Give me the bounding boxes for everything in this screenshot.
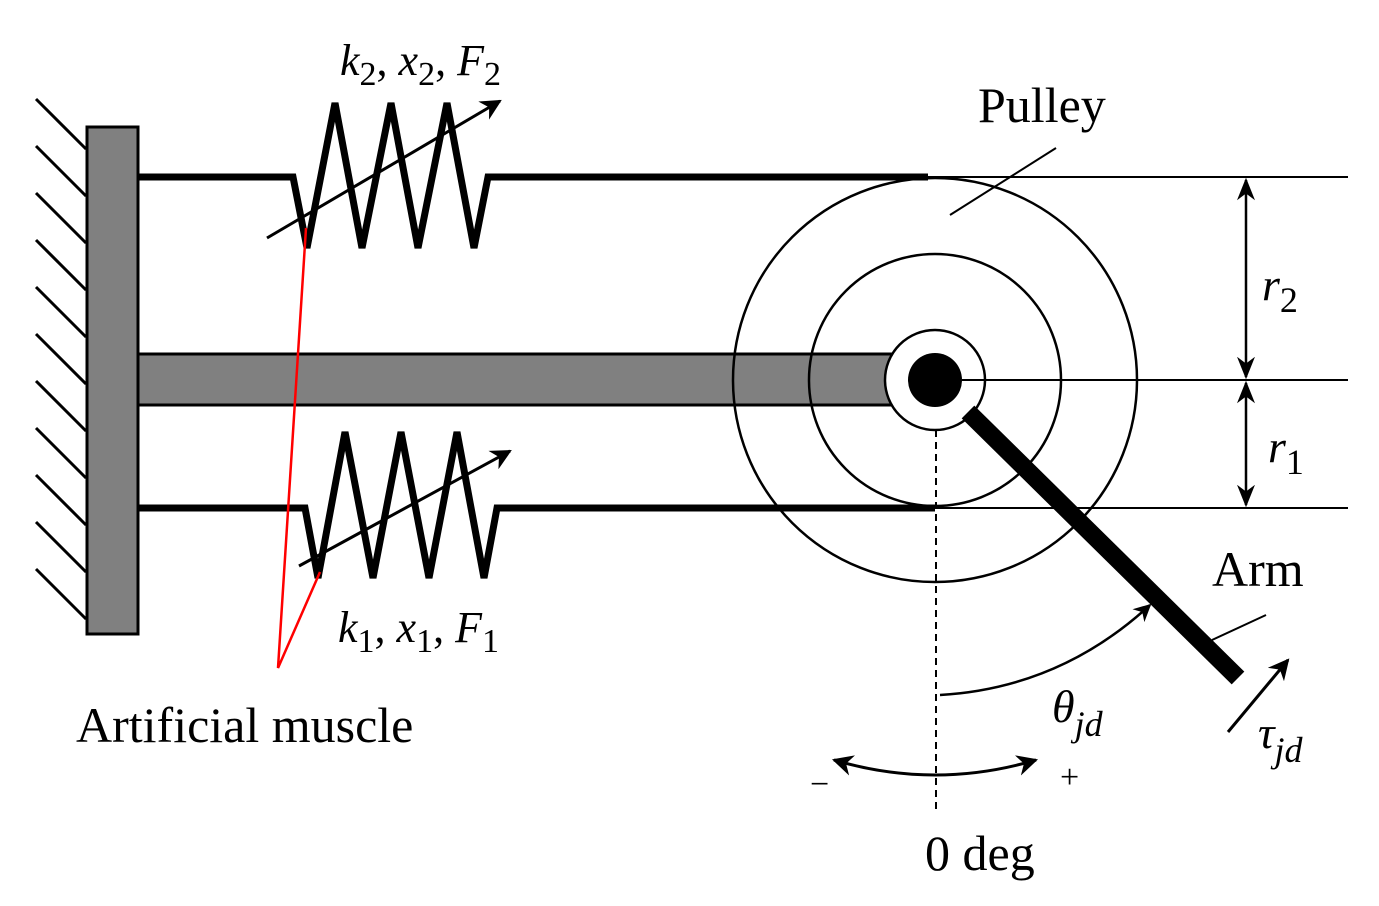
tau-arrow xyxy=(1226,658,1290,733)
pulley-hub xyxy=(908,353,962,407)
top-spring-label: k2, x2, F2 xyxy=(340,36,501,93)
tau-label: τjd xyxy=(1258,707,1303,770)
hatch-line xyxy=(34,191,88,245)
hatch-line xyxy=(34,97,88,151)
hatch-line xyxy=(34,426,88,480)
ground-hatching xyxy=(34,97,88,621)
muscle-pointer xyxy=(276,227,322,669)
top-spring-wire xyxy=(138,102,928,249)
r1-label: r1 xyxy=(1268,421,1304,482)
hatch-line xyxy=(34,379,88,433)
hatch-line xyxy=(34,567,88,621)
top-variable-arrow xyxy=(266,99,502,240)
hatch-line xyxy=(34,520,88,574)
direction-arc xyxy=(831,755,1039,777)
r2-label: r2 xyxy=(1262,259,1298,320)
pulley-leader xyxy=(949,147,1057,216)
minus-label: − xyxy=(810,766,829,803)
arm-bar xyxy=(961,405,1245,685)
plus-label: + xyxy=(1060,759,1079,796)
bottom-variable-arrow xyxy=(298,449,512,568)
hatch-line xyxy=(34,473,88,527)
hatch-line xyxy=(34,332,88,386)
theta-arc xyxy=(939,603,1152,697)
bottom-spring-label: k1, x1, F1 xyxy=(338,603,499,660)
theta-label: θjd xyxy=(1052,681,1104,744)
bottom-spring-wire xyxy=(138,431,935,579)
arm-leader xyxy=(1211,614,1267,641)
arm-label: Arm xyxy=(1212,541,1304,597)
hatch-line xyxy=(34,285,88,339)
zero-deg-label: 0 deg xyxy=(925,825,1035,881)
hatch-line xyxy=(34,238,88,292)
rod xyxy=(136,352,905,407)
pulley-label: Pulley xyxy=(978,77,1106,133)
wall-plate xyxy=(85,125,140,636)
hatch-line xyxy=(34,144,88,198)
artificial-muscle-label: Artificial muscle xyxy=(76,697,413,753)
